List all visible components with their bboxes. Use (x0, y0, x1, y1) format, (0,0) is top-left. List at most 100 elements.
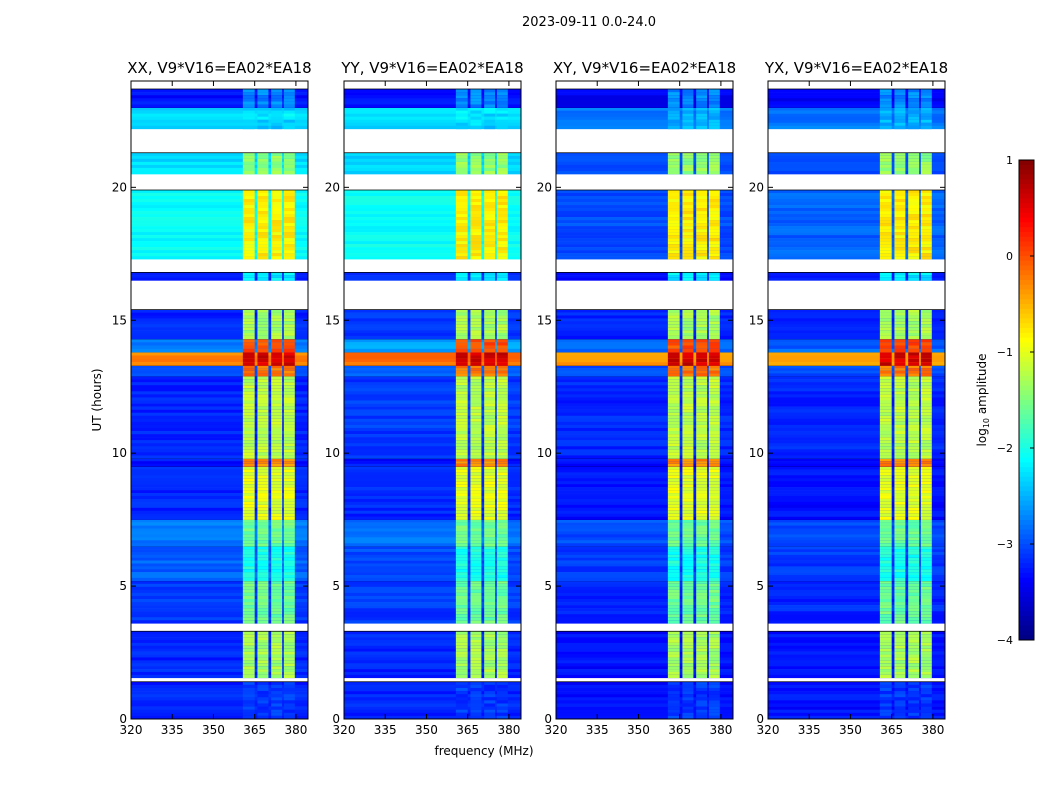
rfi-cell (879, 338, 892, 343)
heatmap-cell (131, 691, 308, 695)
heatmap-cell (768, 697, 945, 701)
heatmap-cell (344, 463, 521, 467)
rfi-cell (271, 715, 283, 720)
rfi-cell (908, 161, 920, 166)
rfi-cell (682, 598, 694, 603)
rfi-cell (484, 546, 496, 550)
rfi-cell (242, 611, 255, 615)
rfi-cell (242, 379, 255, 383)
heatmap-cell (131, 309, 308, 313)
rfi-cell (470, 513, 482, 517)
rfi-cell (667, 189, 680, 194)
rfi-cell (894, 235, 906, 239)
rfi-cell (455, 355, 468, 360)
rfi-cell (283, 522, 295, 526)
rfi-cell (894, 715, 906, 720)
heatmap-cell (556, 107, 733, 111)
rfi-cell (271, 368, 283, 372)
rfi-cell (667, 122, 680, 127)
rfi-cell (271, 466, 283, 470)
rfi-cell (708, 437, 720, 441)
rfi-cell (894, 272, 906, 276)
rfi-cell (708, 116, 720, 121)
y-tick-label: 20 (749, 180, 764, 194)
rfi-cell (455, 691, 468, 695)
rfi-cell (484, 382, 496, 386)
rfi-cell (682, 461, 694, 465)
rfi-cell (696, 577, 708, 582)
rfi-cell (667, 598, 680, 603)
heatmap-cell (131, 651, 308, 655)
colorbar-swatch (1019, 529, 1034, 535)
rfi-cell (908, 406, 920, 410)
rfi-cell (696, 478, 708, 482)
rfi-cell (696, 674, 708, 679)
rfi-cell (271, 217, 283, 221)
rfi-cell (257, 510, 269, 515)
colorbar-swatch (1019, 380, 1034, 387)
rfi-cell (484, 164, 496, 169)
rfi-cell (667, 617, 680, 621)
rfi-cell (484, 443, 496, 447)
rfi-cell (667, 449, 680, 453)
rfi-cell (908, 309, 920, 313)
rfi-cell (283, 589, 295, 594)
rfi-cell (908, 312, 920, 316)
rfi-cell (496, 534, 508, 538)
rfi-cell (283, 712, 295, 717)
rfi-cell (271, 167, 283, 172)
rfi-cell (242, 403, 255, 407)
rfi-cell (470, 651, 482, 655)
rfi-cell (708, 531, 720, 535)
rfi-cell (484, 232, 496, 236)
rfi-cell (283, 598, 295, 603)
rfi-cell (496, 394, 508, 398)
rfi-cell (484, 654, 496, 658)
colorbar-swatch (1019, 246, 1034, 252)
rfi-cell (908, 639, 920, 644)
heatmap-cell (131, 507, 308, 512)
rfi-cell (894, 223, 906, 227)
rfi-cell (242, 92, 255, 96)
rfi-cell (257, 687, 269, 692)
rfi-cell (879, 487, 892, 491)
rfi-cell (496, 580, 508, 585)
rfi-cell (682, 327, 694, 331)
heatmap-cell (768, 104, 945, 108)
rfi-cell (908, 546, 920, 550)
rfi-cell (283, 537, 295, 541)
heatmap-cell (131, 513, 308, 517)
rfi-cell (708, 202, 720, 206)
heatmap-cell (131, 681, 308, 686)
heatmap-cell (344, 648, 521, 652)
rfi-cell (455, 318, 468, 322)
rfi-cell (667, 466, 680, 470)
rfi-cell (920, 620, 932, 624)
rfi-cell (708, 458, 720, 462)
heatmap-cell (556, 684, 733, 689)
heatmap-cell (131, 525, 308, 529)
heatmap-cell (556, 229, 733, 233)
rfi-cell (667, 651, 680, 655)
rfi-cell (242, 563, 255, 567)
rfi-cell (920, 412, 932, 417)
heatmap-cell (556, 602, 733, 606)
rfi-cell (920, 223, 932, 227)
heatmap-cell (131, 214, 308, 218)
rfi-cell (470, 598, 482, 603)
rfi-cell (708, 167, 720, 172)
rfi-cell (682, 415, 694, 420)
rfi-cell (257, 277, 269, 281)
rfi-cell (257, 158, 269, 163)
rfi-cell (879, 466, 892, 470)
rfi-cell (271, 373, 283, 377)
rfi-cell (682, 608, 694, 612)
heatmap-cell (131, 715, 308, 720)
colorbar-swatch (1019, 414, 1034, 420)
rfi-cell (696, 472, 708, 476)
rfi-cell (920, 167, 932, 172)
rfi-cell (920, 706, 932, 710)
rfi-cell (682, 152, 694, 157)
rfi-cell (708, 122, 720, 127)
heatmap-cell (131, 546, 308, 550)
